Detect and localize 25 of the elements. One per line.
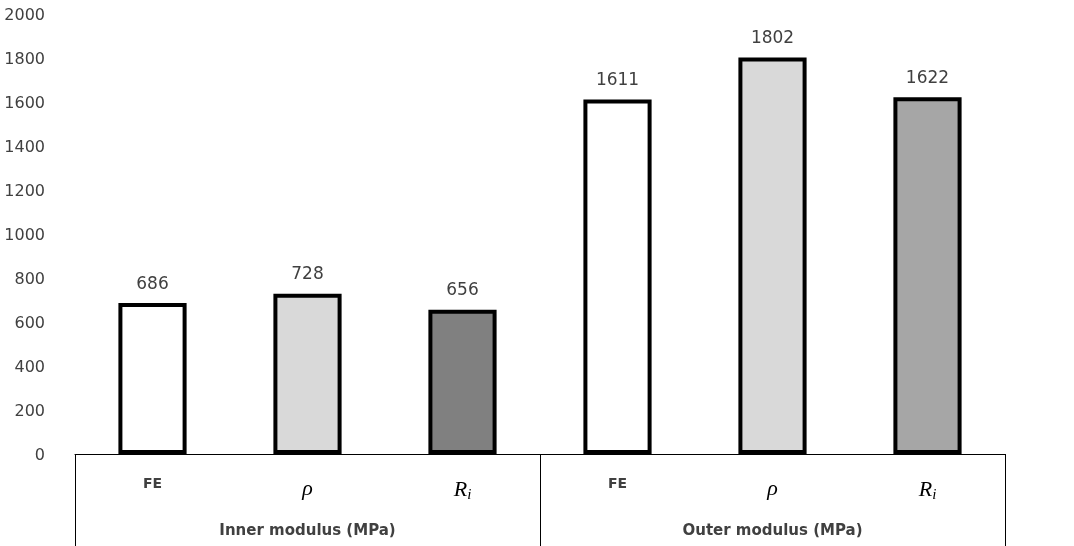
data-label: 656	[446, 279, 479, 300]
data-label: 1802	[750, 27, 795, 48]
y-tick-label: 1400	[4, 136, 45, 156]
data-label: 686	[136, 272, 169, 293]
y-tick-label: 1200	[4, 180, 45, 200]
y-tick-label: 1000	[4, 224, 45, 244]
text: ρ	[767, 474, 778, 500]
y-tick-label: 2000	[4, 4, 45, 24]
data-label: 728	[291, 263, 324, 284]
y-tick-label: 400	[14, 356, 45, 376]
series-label: ρ	[301, 474, 313, 500]
y-tick-label: 1800	[4, 48, 45, 68]
y-tick-label: 200	[14, 400, 45, 420]
data-label: 1611	[595, 69, 640, 90]
y-tick-label: 600	[14, 312, 45, 332]
text: FE	[607, 475, 628, 491]
text: Ri	[918, 476, 937, 502]
y-tick-label: 800	[14, 268, 45, 288]
series-label: FE	[142, 475, 163, 491]
x-tick-label: Inner modulus (MPa)	[219, 520, 396, 539]
series-label: Ri	[452, 476, 472, 502]
y-tick-label: 1600	[4, 92, 45, 112]
x-tick-label: Outer modulus (MPa)	[682, 520, 863, 539]
data-label: 1622	[905, 66, 950, 87]
y-tick-label: 0	[34, 444, 45, 464]
